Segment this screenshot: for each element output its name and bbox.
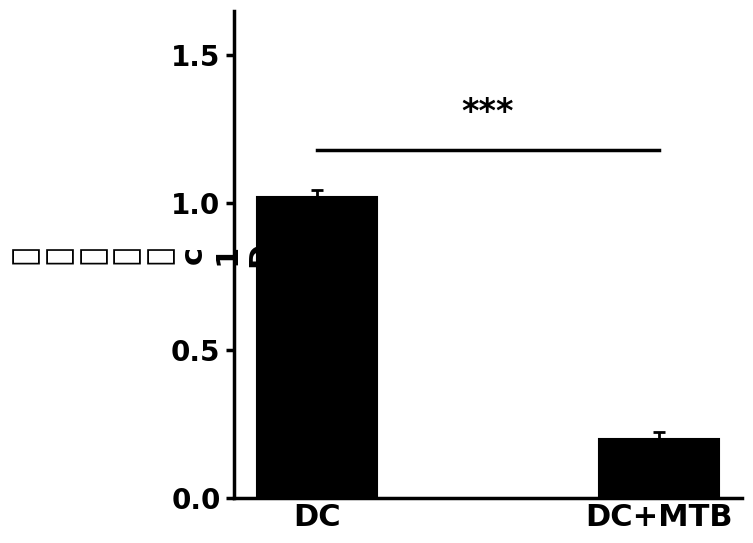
Text: ***: *** — [462, 96, 514, 129]
Y-axis label: 量
达
表
对
相
c
1
D
C: 量 达 表 对 相 c 1 D C — [11, 242, 309, 267]
Bar — [257, 197, 376, 498]
Bar — [599, 439, 719, 498]
